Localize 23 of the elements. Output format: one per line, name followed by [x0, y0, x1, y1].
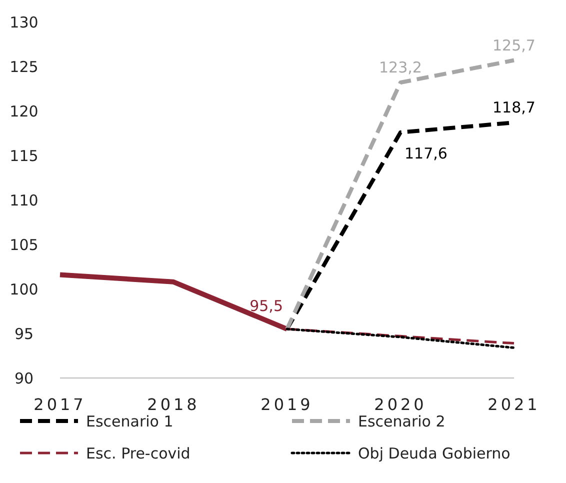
data-label: 125,7: [492, 36, 536, 54]
y-tick-label: 125: [10, 58, 38, 76]
y-tick-label: 130: [10, 13, 38, 32]
legend-label: Escenario 2: [358, 412, 446, 430]
data-label: 95,5: [250, 297, 283, 316]
legend-label: Esc. Pre-covid: [86, 444, 190, 462]
y-tick-label: 120: [10, 102, 38, 120]
x-tick-label: 2017: [34, 395, 86, 414]
x-tick-label: 2019: [260, 395, 314, 414]
legend-label: Escenario 1: [86, 412, 174, 430]
y-tick-label: 90: [14, 369, 34, 388]
y-tick-label: 110: [10, 191, 38, 210]
legend-label: Obj Deuda Gobierno: [358, 444, 510, 462]
data-label: 123,2: [379, 58, 422, 77]
x-tick-label: 2020: [374, 395, 427, 414]
y-tick-label: 95: [14, 324, 34, 343]
y-tick-label: 105: [10, 236, 38, 254]
x-tick-label: 2018: [147, 395, 200, 414]
x-tick-label: 2021: [488, 395, 540, 414]
data-label: 117,6: [404, 144, 448, 162]
data-label: 118,7: [492, 98, 536, 117]
y-tick-label: 100: [10, 280, 38, 298]
y-tick-label: 115: [10, 146, 38, 165]
